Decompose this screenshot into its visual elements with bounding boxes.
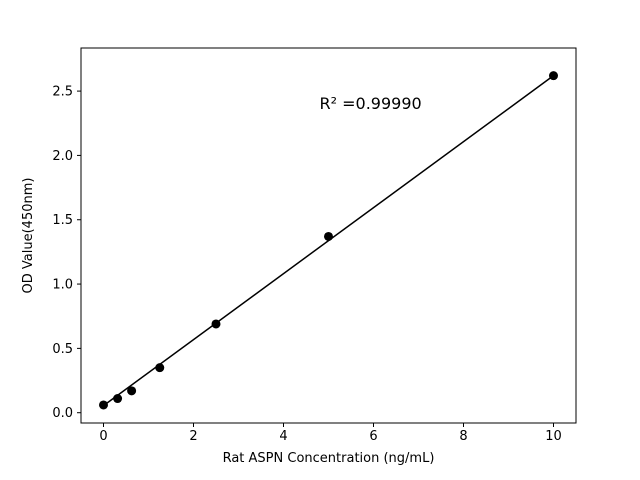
data-point	[155, 363, 165, 373]
x-tick-label: 6	[369, 429, 377, 444]
y-tick-label: 2.5	[52, 85, 73, 100]
x-tick-label: 10	[545, 429, 562, 444]
y-axis-label: OD Value(450nm)	[21, 178, 36, 294]
plot-border	[80, 47, 577, 424]
y-tick-label: 1.0	[52, 278, 73, 293]
data-point	[211, 319, 221, 329]
y-tick-label: 1.5	[52, 213, 73, 228]
data-point	[127, 386, 137, 396]
data-point	[324, 231, 333, 241]
y-tick-label: 2.0	[52, 149, 73, 164]
data-point	[549, 71, 558, 81]
x-tick-label: 4	[279, 429, 287, 444]
r-squared-annotation: R² =0.99990	[320, 94, 422, 113]
x-tick-label: 8	[459, 429, 467, 444]
y-tick-label: 0.0	[52, 406, 73, 421]
x-axis-label: Rat ASPN Concentration (ng/mL)	[223, 451, 435, 466]
x-tick-label: 2	[189, 429, 197, 444]
x-tick-label: 0	[99, 429, 107, 444]
data-point	[113, 394, 123, 404]
y-tick-label: 0.5	[52, 342, 73, 357]
data-point	[99, 400, 108, 410]
